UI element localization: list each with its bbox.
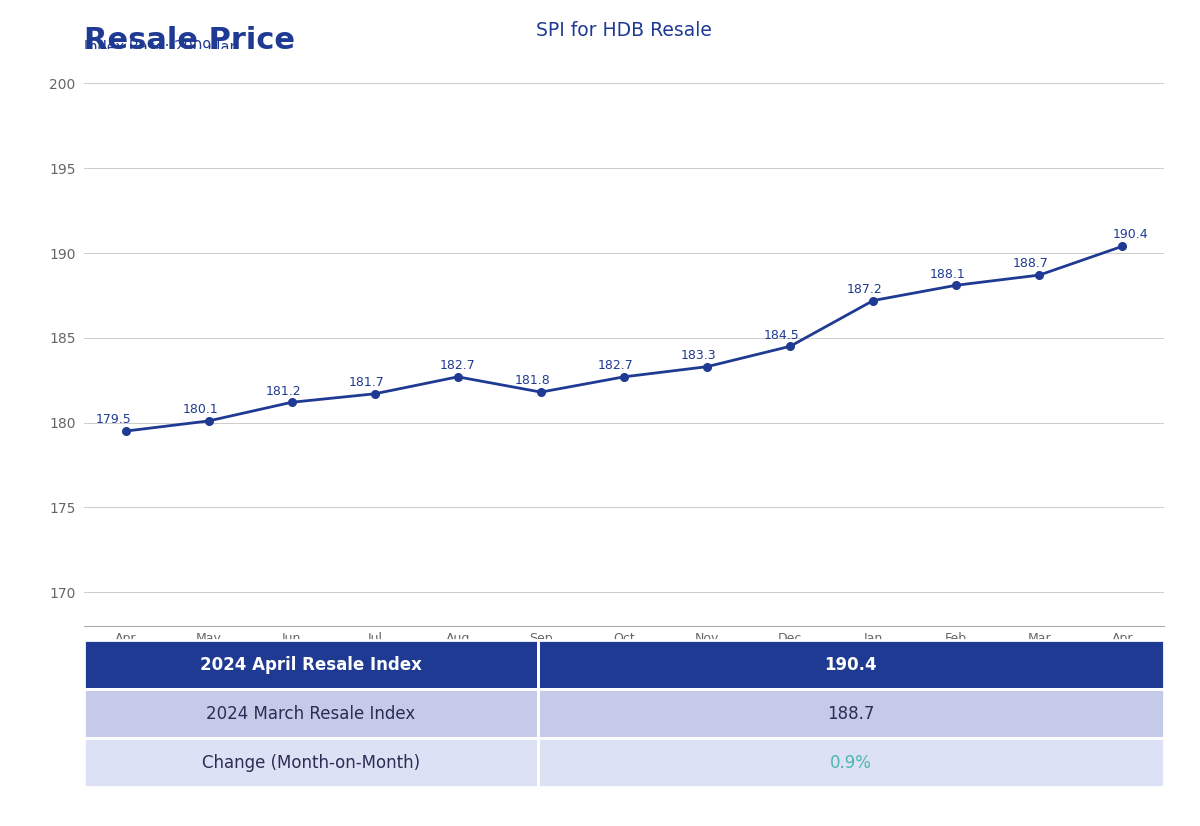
Text: Resale Price: Resale Price (84, 26, 295, 55)
Text: 182.7: 182.7 (440, 359, 475, 372)
Text: 181.2: 181.2 (265, 385, 301, 397)
Text: 184.5: 184.5 (764, 329, 799, 342)
Title: SPI for HDB Resale: SPI for HDB Resale (536, 21, 712, 40)
Text: 2024 March Resale Index: 2024 March Resale Index (206, 705, 415, 723)
Text: 187.2: 187.2 (847, 282, 883, 296)
Text: 181.8: 181.8 (515, 374, 551, 387)
Text: 2024 April Resale Index: 2024 April Resale Index (200, 656, 421, 674)
Text: 190.4: 190.4 (1112, 229, 1148, 241)
Text: 181.7: 181.7 (348, 376, 384, 389)
Text: 188.7: 188.7 (1013, 258, 1049, 270)
Text: 190.4: 190.4 (824, 656, 877, 674)
Text: 182.7: 182.7 (598, 359, 634, 372)
Text: Change (Month-on-Month): Change (Month-on-Month) (202, 753, 420, 771)
Text: 188.7: 188.7 (827, 705, 875, 723)
Text: 180.1: 180.1 (182, 403, 218, 416)
Text: 0.9%: 0.9% (830, 753, 871, 771)
Text: 179.5: 179.5 (95, 413, 131, 426)
Text: 188.1: 188.1 (930, 268, 966, 281)
Text: 183.3: 183.3 (680, 349, 716, 362)
Text: Index Base: 2009 Jan: Index Base: 2009 Jan (84, 40, 239, 55)
